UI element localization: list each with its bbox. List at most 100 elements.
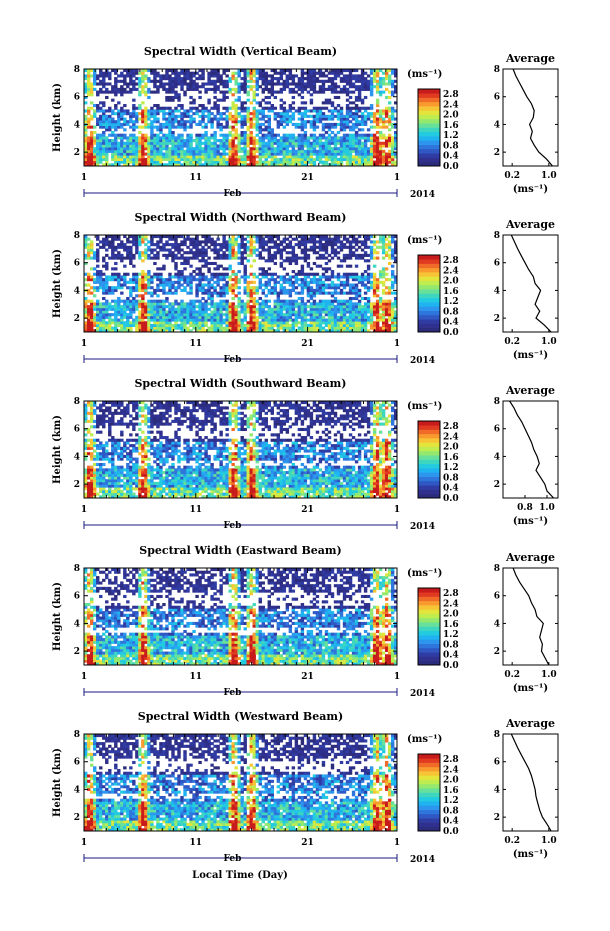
heatmap-cell xyxy=(330,141,335,145)
heatmap-cell xyxy=(204,259,208,263)
heatmap-cell xyxy=(198,85,202,89)
heatmap-cell xyxy=(270,149,275,153)
heatmap-cell xyxy=(270,278,275,282)
heatmap-cell xyxy=(96,152,100,156)
heatmap-cell xyxy=(126,85,130,89)
heatmap-cell xyxy=(258,152,262,156)
heatmap-cell xyxy=(327,152,332,156)
heatmap-cell xyxy=(180,307,184,311)
heatmap-cell xyxy=(267,305,271,309)
heatmap-cell xyxy=(297,313,302,317)
heatmap-cell xyxy=(174,248,178,252)
heatmap-cell xyxy=(177,98,181,102)
heatmap-cell xyxy=(195,147,199,151)
heatmap-cell xyxy=(96,275,100,279)
heatmap-cell xyxy=(315,114,320,118)
heatmap-cell xyxy=(324,163,329,167)
heatmap-cell xyxy=(132,157,136,162)
heatmap-cell xyxy=(324,125,329,129)
heatmap-cell xyxy=(246,326,250,330)
heatmap-cell xyxy=(153,261,157,266)
heatmap-cell xyxy=(363,305,368,309)
heatmap-cell xyxy=(129,114,133,118)
heatmap-cell xyxy=(138,85,142,89)
heatmap-cell xyxy=(231,163,235,167)
heatmap-cell xyxy=(300,128,305,132)
heatmap-cell xyxy=(147,291,151,295)
heatmap-cell xyxy=(168,248,172,252)
heatmap-cell xyxy=(315,120,320,124)
heatmap-cell xyxy=(189,302,193,306)
heatmap-cell xyxy=(276,243,281,247)
heatmap-cell xyxy=(378,157,383,162)
heatmap-cell xyxy=(345,305,350,309)
heatmap-cell xyxy=(315,283,320,287)
heatmap-cell xyxy=(186,302,190,306)
heatmap-cell xyxy=(309,321,314,325)
heatmap-cell xyxy=(237,291,241,295)
heatmap-cell xyxy=(186,82,190,86)
heatmap-cell xyxy=(222,278,226,282)
heatmap-cell xyxy=(99,101,103,105)
heatmap-cell xyxy=(363,85,368,89)
heatmap-cell xyxy=(351,272,356,276)
heatmap-cell xyxy=(297,240,302,244)
heatmap-cell xyxy=(276,144,281,148)
heatmap-cell xyxy=(207,288,211,292)
heatmap-cell xyxy=(147,122,151,126)
heatmap-cell xyxy=(105,283,109,287)
heatmap-cell xyxy=(285,149,290,153)
heatmap-cell xyxy=(90,147,94,151)
heatmap-cell xyxy=(330,280,335,284)
heatmap-cell xyxy=(183,256,187,260)
heatmap-cell xyxy=(189,251,193,255)
heatmap-cell xyxy=(210,120,214,124)
heatmap-cell xyxy=(300,305,305,309)
heatmap-cell xyxy=(249,291,253,295)
heatmap-cell xyxy=(174,90,178,94)
heatmap-cell xyxy=(348,82,353,86)
heatmap-cell xyxy=(336,141,341,145)
heatmap-cell xyxy=(246,286,250,290)
heatmap-cell xyxy=(330,248,335,252)
heatmap-cell xyxy=(156,144,160,148)
heatmap-cell xyxy=(249,280,253,284)
heatmap-cell xyxy=(240,133,244,137)
heatmap-cell xyxy=(99,310,103,314)
heatmap-cell xyxy=(312,152,317,156)
heatmap-cell xyxy=(300,235,305,239)
heatmap-cell xyxy=(144,248,148,252)
heatmap-cell xyxy=(84,245,88,249)
heatmap-cell xyxy=(141,307,145,311)
heatmap-cell xyxy=(168,79,172,83)
heatmap-cell xyxy=(189,139,193,143)
heatmap-cell xyxy=(270,147,275,151)
heatmap-cell xyxy=(162,109,166,113)
heatmap-cell xyxy=(153,272,157,276)
heatmap-cell xyxy=(213,82,217,86)
heatmap-cell xyxy=(279,275,284,279)
heatmap-cell xyxy=(327,267,332,271)
heatmap-cell xyxy=(333,144,338,148)
heatmap-cell xyxy=(207,307,211,311)
heatmap-cell xyxy=(228,305,232,309)
heatmap-cell xyxy=(297,270,302,274)
heatmap-cell xyxy=(213,71,217,75)
heatmap-cell xyxy=(195,267,199,271)
heatmap-cell xyxy=(102,109,106,113)
heatmap-cell xyxy=(336,109,341,113)
heatmap-cell xyxy=(156,299,160,303)
heatmap-cell xyxy=(174,136,178,140)
heatmap-cell xyxy=(129,294,133,298)
heatmap-cell xyxy=(84,77,88,81)
heatmap-cell xyxy=(195,315,199,319)
heatmap-cell xyxy=(123,87,127,91)
heatmap-cell xyxy=(99,147,103,151)
heatmap-cell xyxy=(186,144,190,148)
heatmap-cell xyxy=(228,245,232,249)
heatmap-cell xyxy=(234,294,238,298)
heatmap-cell xyxy=(222,82,226,86)
heatmap-cell xyxy=(393,69,398,73)
heatmap-cell xyxy=(189,152,193,156)
heatmap-cell xyxy=(165,125,169,129)
